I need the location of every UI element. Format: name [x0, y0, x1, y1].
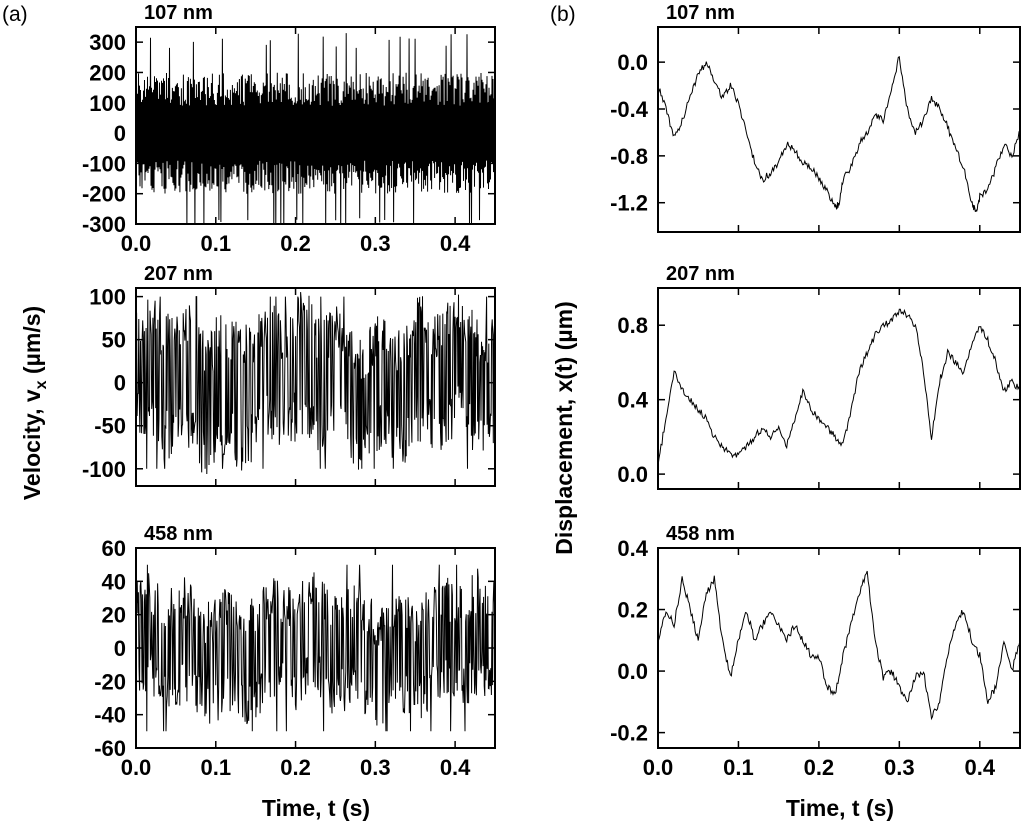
y-tick-label: 0 — [114, 121, 126, 146]
x-tick-label: 0.1 — [200, 231, 231, 256]
x-tick-label: 0.0 — [121, 231, 152, 256]
x-tick-label: 0.1 — [723, 755, 754, 780]
y-tick-label: -50 — [94, 414, 126, 439]
series-line — [658, 570, 1020, 721]
panel-title: 207 nm — [144, 263, 213, 285]
panel-title: 107 nm — [144, 2, 213, 24]
y-tick-label: 20 — [102, 603, 126, 628]
panel-b-3: 0.0 0.1 0.2 0.3 0.4 -0.2 0.0 0.2 0.4 458 nm — [610, 523, 1021, 780]
y-tick-label: -0.2 — [610, 721, 648, 746]
y-tick-label: 0.2 — [617, 598, 648, 623]
x-axis-label-left: Time, t (s) — [262, 795, 370, 821]
y-tick-label: 100 — [89, 91, 126, 116]
series-line — [658, 308, 1020, 467]
series-line — [136, 33, 495, 224]
left-y-axis-label: Velocity, vx (µm/s) — [19, 306, 50, 500]
x-tick-label: 0.2 — [280, 755, 311, 780]
y-tick-label: -60 — [94, 736, 126, 761]
x-tick-label: 0.2 — [804, 755, 835, 780]
panel-b-2: 0.0 0.4 0.8 207 nm — [617, 263, 1021, 490]
x-tick-label: 0.0 — [121, 755, 152, 780]
y-tick-label: 100 — [89, 285, 126, 310]
x-tick-label: 0.4 — [440, 755, 471, 780]
left-y-axis-label-subscript: x — [33, 380, 50, 389]
series-line — [136, 564, 495, 732]
y-tick-label: 300 — [89, 30, 126, 55]
y-tick-label: 0.8 — [617, 313, 648, 338]
x-tick-label: 0.2 — [280, 231, 311, 256]
plot-frame — [135, 26, 496, 225]
y-tick-label: 50 — [102, 328, 126, 353]
x-axis-label-right: Time, t (s) — [786, 795, 894, 821]
y-tick-label: 0.0 — [617, 50, 648, 75]
plot-frame — [657, 26, 1021, 233]
plot-frame — [135, 287, 496, 487]
y-tick-label: 200 — [89, 60, 126, 85]
x-tick-label: 0.0 — [643, 755, 674, 780]
panel-title: 458 nm — [666, 523, 735, 545]
y-tick-label: 0.0 — [617, 462, 648, 487]
y-tick-label: 0.4 — [617, 536, 648, 561]
y-tick-label: 0 — [114, 371, 126, 396]
chart-panels: 0.0 0.1 0.2 0.3 0.4-300-200-1000100200300107… — [82, 2, 1021, 780]
y-tick-label: -300 — [82, 212, 126, 237]
x-tick-label: 0.4 — [964, 755, 995, 780]
x-tick-label: 0.3 — [884, 755, 915, 780]
panel-label-a: (a) — [2, 3, 28, 26]
x-tick-label: 0.4 — [440, 231, 471, 256]
series-line — [136, 292, 495, 475]
y-tick-label: -20 — [94, 669, 126, 694]
panel-title: 107 nm — [666, 2, 735, 24]
y-tick-label: 60 — [102, 536, 126, 561]
y-tick-label: -200 — [82, 182, 126, 207]
panel-a-1: 0.0 0.1 0.2 0.3 0.4 -300 -200 -100 0 100 200 300 107… — [82, 2, 496, 256]
x-tick-label: 0.1 — [200, 755, 231, 780]
panel-label-b: (b) — [550, 3, 576, 26]
left-y-axis-label-main: Velocity, v — [19, 389, 45, 500]
y-tick-label: -100 — [82, 151, 126, 176]
left-y-axis-label-unit: (µm/s) — [19, 306, 45, 381]
y-tick-label: 0.0 — [617, 659, 648, 684]
y-tick-label: 40 — [102, 569, 126, 594]
x-tick-label: 0.3 — [360, 231, 391, 256]
panel-title: 207 nm — [666, 263, 735, 285]
plot-frame — [657, 287, 1021, 490]
y-tick-label: -0.8 — [610, 144, 648, 169]
y-tick-label: 0 — [114, 636, 126, 661]
y-tick-label: 0.4 — [617, 388, 648, 413]
y-tick-label: -40 — [94, 703, 126, 728]
panel-a-2: -100 -50 0 50 100 207 nm — [82, 263, 496, 487]
panel-title: 458 nm — [144, 523, 213, 545]
y-tick-label: -1.2 — [610, 191, 648, 216]
series-line — [658, 56, 1020, 212]
panel-b-1: -1.2 -0.8 -0.4 0.0 107 nm — [610, 2, 1021, 233]
plot-frame — [657, 547, 1021, 749]
right-y-axis-label: Displacement, x(t) (µm) — [551, 301, 577, 555]
y-tick-label: -100 — [82, 457, 126, 482]
y-tick-label: -0.4 — [610, 97, 649, 122]
panel-a-3: 0.0 0.1 0.2 0.3 0.4 -60 -40 -20 0 20 40 60 458 nm — [94, 523, 496, 780]
x-tick-label: 0.3 — [360, 755, 391, 780]
